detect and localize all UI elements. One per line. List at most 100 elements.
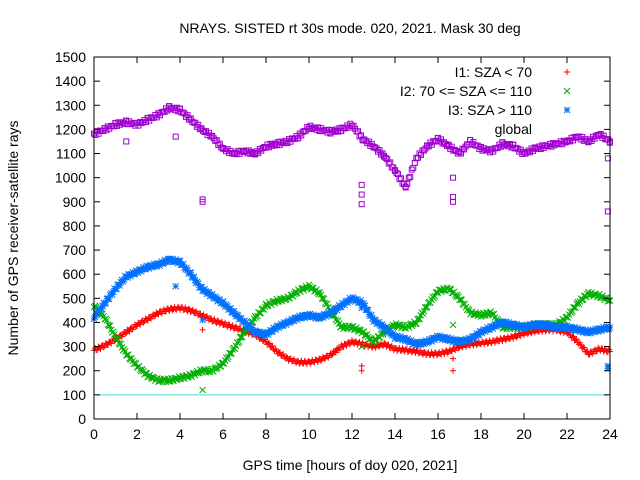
series-point <box>367 311 375 319</box>
series-point <box>348 296 356 303</box>
series-point <box>528 330 535 337</box>
series-point <box>183 264 190 272</box>
series-point <box>322 313 330 320</box>
series-point <box>573 327 581 334</box>
series-point <box>364 306 372 314</box>
series-point <box>581 344 588 351</box>
x-tick-label: 22 <box>559 426 575 442</box>
series-point <box>591 327 599 335</box>
series-point <box>113 285 120 293</box>
series-point <box>602 325 610 333</box>
series-point <box>114 122 121 129</box>
series-point <box>123 117 130 124</box>
series-point <box>356 133 363 140</box>
y-tick-label: 1000 <box>55 170 86 186</box>
series-point <box>605 136 612 143</box>
series-point <box>123 351 131 359</box>
series-point <box>470 139 477 146</box>
series-point <box>573 336 580 343</box>
series-point <box>444 334 452 341</box>
series-point <box>593 348 600 355</box>
series-point <box>455 345 462 352</box>
series-point <box>405 174 412 181</box>
series-point <box>117 278 125 286</box>
series-point <box>227 305 234 312</box>
outlier-point <box>199 326 206 333</box>
x-tick-label: 10 <box>301 426 317 442</box>
series-point <box>241 317 248 325</box>
series-point <box>272 326 280 334</box>
y-tick-label: 600 <box>63 266 87 282</box>
y-tick-label: 800 <box>63 218 87 234</box>
series-point <box>527 149 534 156</box>
series-point <box>470 342 477 349</box>
series-point <box>155 311 162 318</box>
series-point <box>491 321 499 328</box>
series-point <box>350 295 358 303</box>
series-point <box>489 325 497 332</box>
x-tick-label: 6 <box>219 426 227 442</box>
y-tick-label: 1400 <box>55 73 86 89</box>
series-point <box>104 341 111 348</box>
series-point <box>300 286 307 294</box>
x-tick-label: 14 <box>387 426 403 442</box>
series-point <box>298 132 305 139</box>
series-point <box>230 307 238 315</box>
outlier-point <box>199 316 206 324</box>
series-point <box>433 352 440 359</box>
series-point <box>507 140 514 147</box>
series-point <box>194 280 202 287</box>
series-point <box>422 337 430 344</box>
series-point <box>259 145 266 152</box>
series-point <box>189 306 196 313</box>
series-point <box>564 138 570 145</box>
series-point <box>373 336 381 344</box>
series-point <box>493 322 501 329</box>
series-point <box>428 141 435 148</box>
series-point <box>444 350 451 357</box>
outlier-point <box>358 367 365 374</box>
legend-label: I2: 70 <= SZA <= 110 <box>400 83 532 99</box>
series-point <box>201 285 209 293</box>
series-point <box>432 289 440 296</box>
series-point <box>442 141 449 148</box>
series-point <box>472 332 479 340</box>
series-point <box>558 325 565 333</box>
series-point <box>502 318 510 325</box>
y-tick-label: 0 <box>78 411 86 427</box>
series-point <box>208 290 216 298</box>
series-point <box>335 128 342 135</box>
series-point <box>233 151 240 158</box>
series-point <box>397 333 404 340</box>
series-point <box>190 273 198 281</box>
series-point <box>156 262 163 270</box>
chart-title: NRAYS. SISTED rt 30s mode. 020, 2021. Ma… <box>179 20 520 36</box>
y-axis-label: Number of GPS receiver-satellite rays <box>5 121 21 356</box>
series-point <box>571 324 578 331</box>
series-point <box>283 321 290 328</box>
series-point <box>322 356 329 363</box>
series-point <box>356 298 363 306</box>
series-point <box>158 258 166 265</box>
series-point <box>97 345 104 352</box>
series-point <box>181 110 188 117</box>
series-point <box>354 295 361 303</box>
y-tick-label: 200 <box>63 363 87 379</box>
series-point <box>298 314 305 322</box>
series-point <box>122 330 129 337</box>
series-point <box>344 299 352 307</box>
series-point <box>299 128 306 135</box>
series-point <box>471 334 478 342</box>
x-tick-label: 0 <box>90 426 98 442</box>
series-point <box>341 301 348 309</box>
series-point <box>385 341 392 348</box>
series-point <box>248 324 256 331</box>
outlier-point <box>199 196 206 203</box>
series-point <box>169 255 176 263</box>
series-point <box>306 310 314 318</box>
legend-marker <box>563 106 571 114</box>
series-point <box>424 338 432 346</box>
series-point <box>386 327 393 334</box>
series-point <box>187 115 194 122</box>
